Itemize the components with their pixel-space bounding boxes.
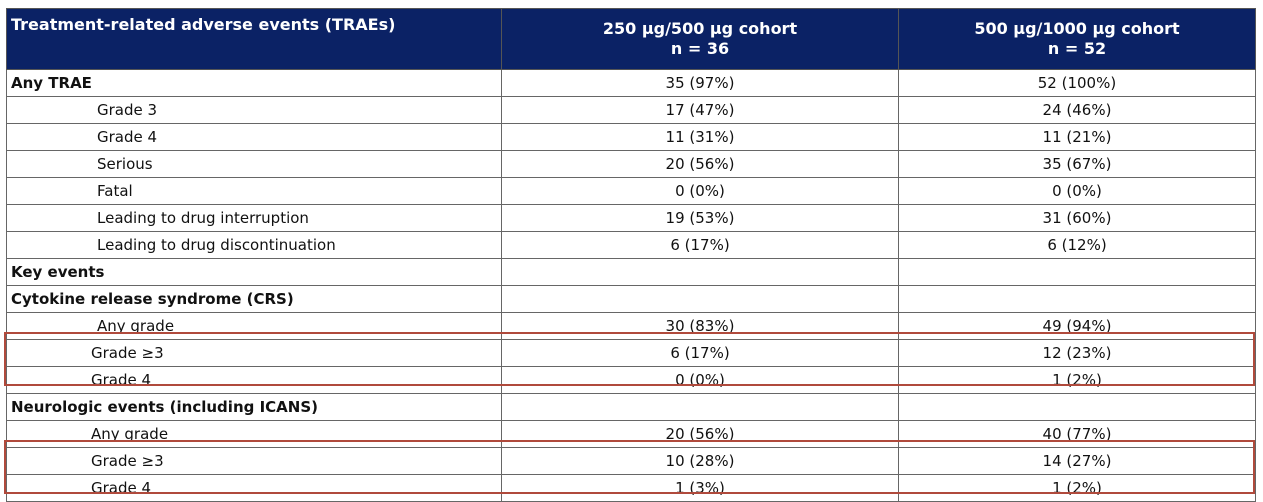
table-row: Any TRAE 35 (97%) 52 (100%) xyxy=(6,69,1256,97)
row-label: Any TRAE xyxy=(6,69,502,97)
highlight-box xyxy=(4,332,1255,386)
value-cell: 14 (27%) xyxy=(898,447,1256,475)
row-label: Grade 4 xyxy=(6,366,502,394)
table-row: Serious 20 (56%) 35 (67%) xyxy=(6,150,1256,178)
value-cell xyxy=(898,393,1256,421)
value-cell: 10 (28%) xyxy=(501,447,899,475)
header-cell: Treatment-related adverse events (TRAEs) xyxy=(6,8,502,70)
value-cell: 11 (21%) xyxy=(898,123,1256,151)
table-row: Grade 3 17 (47%) 24 (46%) xyxy=(6,96,1256,124)
table-body: Any TRAE 35 (97%) 52 (100%) Grade 3 17 (47%)… xyxy=(6,69,1256,502)
value-cell: 0 (0%) xyxy=(501,366,899,394)
value-cell: 6 (17%) xyxy=(501,231,899,259)
cohort-name: 500 µg/1000 µg cohort xyxy=(974,19,1180,38)
value-cell: 17 (47%) xyxy=(501,96,899,124)
row-label: Grade ≥3 xyxy=(6,339,502,367)
table-row: Grade ≥3 6 (17%) 12 (23%) xyxy=(6,339,1256,367)
table-row: Fatal 0 (0%) 0 (0%) xyxy=(6,177,1256,205)
value-cell: 40 (77%) xyxy=(898,420,1256,448)
value-cell: 12 (23%) xyxy=(898,339,1256,367)
row-label: Leading to drug discontinuation xyxy=(6,231,502,259)
value-cell: 20 (56%) xyxy=(501,420,899,448)
row-label: Serious xyxy=(6,150,502,178)
value-cell: 35 (67%) xyxy=(898,150,1256,178)
value-cell: 24 (46%) xyxy=(898,96,1256,124)
header-cell: 250 µg/500 µg cohort n = 36 xyxy=(501,8,899,70)
value-cell: 31 (60%) xyxy=(898,204,1256,232)
row-label: Any grade xyxy=(6,420,502,448)
value-cell: 30 (83%) xyxy=(501,312,899,340)
row-label: Cytokine release syndrome (CRS) xyxy=(6,285,502,313)
value-cell: 20 (56%) xyxy=(501,150,899,178)
value-cell xyxy=(501,393,899,421)
row-label: Grade 4 xyxy=(6,123,502,151)
table-row: Any grade 20 (56%) 40 (77%) xyxy=(6,420,1256,448)
row-label: Grade 3 xyxy=(6,96,502,124)
header-cell: 500 µg/1000 µg cohort n = 52 xyxy=(898,8,1256,70)
value-cell xyxy=(898,258,1256,286)
table-row: Leading to drug interruption 19 (53%) 31 (… xyxy=(6,204,1256,232)
value-cell: 19 (53%) xyxy=(501,204,899,232)
table-row: Grade 4 11 (31%) 11 (21%) xyxy=(6,123,1256,151)
cohort-name: 250 µg/500 µg cohort xyxy=(602,19,798,38)
value-cell: 35 (97%) xyxy=(501,69,899,97)
table-row: Grade ≥3 10 (28%) 14 (27%) xyxy=(6,447,1256,475)
table-row: Leading to drug discontinuation 6 (17%) 6 … xyxy=(6,231,1256,259)
cohort-n: n = 36 xyxy=(670,39,730,58)
table-row: Cytokine release syndrome (CRS) xyxy=(6,285,1256,313)
header-row: Treatment-related adverse events (TRAEs)… xyxy=(6,8,1256,70)
table-row: Any grade 30 (83%) 49 (94%) xyxy=(6,312,1256,340)
value-cell: 11 (31%) xyxy=(501,123,899,151)
row-label: Fatal xyxy=(6,177,502,205)
row-label: Grade ≥3 xyxy=(6,447,502,475)
table-row: Neurologic events (including ICANS) xyxy=(6,393,1256,421)
value-cell: 6 (12%) xyxy=(898,231,1256,259)
table-row: Key events xyxy=(6,258,1256,286)
value-cell: 0 (0%) xyxy=(501,177,899,205)
highlight-box xyxy=(4,440,1255,494)
value-cell xyxy=(501,285,899,313)
value-cell: 52 (100%) xyxy=(898,69,1256,97)
adverse-events-table: Treatment-related adverse events (TRAEs)… xyxy=(6,8,1256,502)
row-label: Any grade xyxy=(6,312,502,340)
row-label: Neurologic events (including ICANS) xyxy=(6,393,502,421)
row-label: Key events xyxy=(6,258,502,286)
cohort-n: n = 52 xyxy=(1047,39,1107,58)
value-cell: 0 (0%) xyxy=(898,177,1256,205)
value-cell xyxy=(501,258,899,286)
row-label: Leading to drug interruption xyxy=(6,204,502,232)
value-cell xyxy=(898,285,1256,313)
